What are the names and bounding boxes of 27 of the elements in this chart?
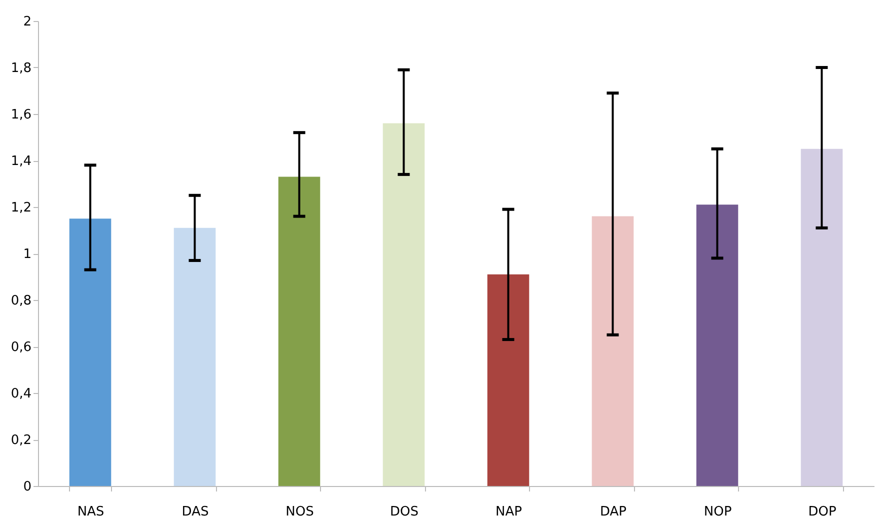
x-tick-label: NAS — [77, 504, 104, 520]
x-tick-label: DOS — [390, 504, 418, 520]
bar — [487, 274, 530, 486]
y-tick-label: 0,6 — [10, 340, 32, 355]
x-tick-label: DAS — [182, 504, 209, 520]
y-tick-label: 0,4 — [10, 386, 32, 402]
bar — [278, 176, 320, 486]
y-tick-label: 1,6 — [10, 108, 32, 122]
y-tick-label: 1 — [23, 247, 32, 262]
bar — [174, 228, 216, 486]
y-tick-label: 1,2 — [10, 200, 32, 216]
y-tick-label: 1,4 — [10, 154, 32, 169]
x-tick-label: DOP — [808, 504, 836, 520]
x-tick-label: NOS — [286, 504, 314, 520]
bar — [696, 204, 738, 486]
bar — [382, 123, 425, 486]
bar — [592, 216, 634, 486]
y-tick-label: 0 — [23, 480, 32, 494]
x-tick-label: NAP — [496, 504, 522, 520]
bar — [800, 148, 843, 486]
y-tick-label: 0,2 — [10, 433, 32, 448]
y-tick-label: 1,8 — [10, 61, 32, 76]
bar — [69, 218, 112, 486]
y-tick-label: 2 — [23, 14, 32, 30]
y-tick-label: 0,8 — [10, 294, 32, 308]
x-tick-label: NOP — [704, 504, 732, 520]
x-tick-label: DAP — [600, 504, 627, 520]
